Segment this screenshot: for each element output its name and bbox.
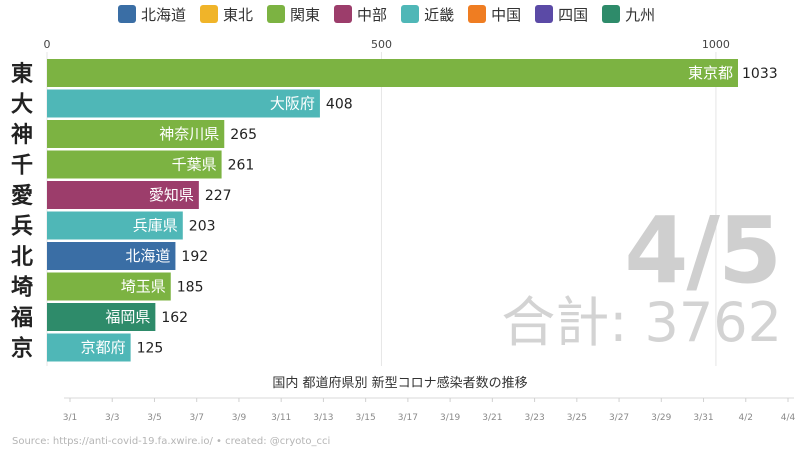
row-initial: 兵 [11, 215, 33, 240]
bar-label: 千葉県 [172, 156, 217, 174]
legend-item: 北海道 [118, 4, 186, 25]
x-tick-label: 1000 [702, 38, 730, 51]
source-credit: Source: https://anti-covid-19.fa.xwire.i… [12, 436, 331, 447]
x-tick-label: 500 [371, 38, 392, 51]
timeline-label: 3/3 [105, 413, 119, 423]
row-initial: 京 [11, 336, 33, 362]
row-initial: 愛 [11, 183, 33, 209]
bar [47, 272, 171, 301]
legend-label: 中部 [357, 5, 388, 24]
bar-label: 愛知県 [149, 186, 194, 204]
legend-label: 中国 [491, 5, 522, 24]
bar-label: 兵庫県 [133, 217, 178, 235]
timeline-label: 3/9 [232, 413, 247, 423]
bar-label: 北海道 [125, 247, 170, 265]
legend-item: 東北 [200, 4, 253, 25]
timeline-label: 3/15 [356, 413, 376, 423]
timeline-label: 4/2 [739, 413, 753, 423]
value-label: 185 [177, 280, 204, 296]
legend-label: 四国 [558, 5, 589, 24]
current-date-label: 4/5 [624, 197, 782, 304]
legend-swatch [401, 5, 420, 23]
x-tick-label: 0 [44, 38, 51, 51]
legend-swatch [602, 5, 621, 23]
timeline-label: 3/7 [189, 413, 203, 423]
legend-label: 近畿 [424, 5, 455, 24]
value-label: 408 [326, 97, 353, 113]
bar-label: 埼玉県 [121, 278, 166, 296]
timeline-label: 3/17 [398, 413, 418, 423]
legend-item: 中部 [334, 4, 387, 25]
value-label: 192 [181, 249, 208, 265]
bar [47, 89, 320, 118]
legend-item: 関東 [267, 4, 320, 25]
legend-label: 東北 [223, 5, 254, 24]
timeline-label: 4/4 [781, 413, 796, 423]
timeline-label: 3/11 [271, 413, 291, 423]
legend-swatch [468, 5, 487, 23]
bar [47, 333, 131, 362]
timeline-label: 3/5 [147, 413, 161, 423]
legend-swatch [334, 5, 353, 23]
timeline-label: 3/31 [693, 413, 713, 423]
value-label: 261 [228, 158, 255, 174]
timeline-label: 3/27 [609, 413, 629, 423]
legend: 北海道 東北 関東 中部 近畿 中国 四国 九州 [118, 2, 655, 26]
bar [47, 150, 222, 179]
bar-label: 東京都 [688, 64, 733, 82]
legend-swatch [118, 5, 136, 23]
row-initial: 福 [10, 306, 33, 331]
chart-title: 国内 都道府県別 新型コロナ感染者数の推移 [272, 376, 528, 391]
legend-item: 九州 [602, 4, 655, 25]
timeline-label: 3/1 [63, 413, 77, 423]
timeline-label: 3/25 [567, 413, 587, 423]
value-label: 125 [137, 341, 164, 357]
bar-label: 福岡県 [105, 308, 150, 326]
bar-label: 京都府 [81, 339, 126, 357]
row-initial: 神 [11, 122, 33, 148]
legend-swatch [200, 5, 219, 23]
value-label: 227 [205, 188, 232, 204]
timeline-label: 3/29 [651, 413, 671, 423]
bar-label: 神奈川県 [159, 125, 219, 143]
timeline-label: 3/13 [313, 413, 333, 423]
row-initial: 千 [11, 154, 33, 179]
value-label: 203 [189, 219, 216, 235]
bar [47, 59, 738, 87]
legend-swatch [535, 5, 554, 23]
value-label: 1033 [742, 66, 778, 82]
legend-item: 中国 [468, 4, 521, 25]
total-count: 合計: 3762 [501, 291, 782, 354]
legend-swatch [267, 5, 286, 23]
bar-label: 大阪府 [270, 95, 315, 113]
value-label: 265 [230, 127, 257, 143]
bar [47, 242, 176, 270]
bar [47, 211, 183, 240]
legend-label: 九州 [625, 5, 656, 24]
timeline-label: 3/23 [524, 413, 544, 423]
bar [47, 303, 156, 331]
timeline-label: 3/19 [440, 413, 460, 423]
value-label: 162 [161, 310, 188, 326]
legend-item: 近畿 [401, 4, 454, 25]
bar [47, 181, 199, 209]
timeline-label: 3/21 [482, 413, 502, 423]
bar [47, 120, 225, 148]
legend-label: 関東 [290, 5, 321, 24]
row-initial: 東 [11, 62, 33, 87]
row-initial: 埼 [11, 276, 33, 301]
row-initial: 大 [11, 93, 33, 118]
legend-label: 北海道 [141, 5, 187, 24]
row-initial: 北 [11, 245, 33, 270]
legend-item: 四国 [535, 4, 588, 25]
